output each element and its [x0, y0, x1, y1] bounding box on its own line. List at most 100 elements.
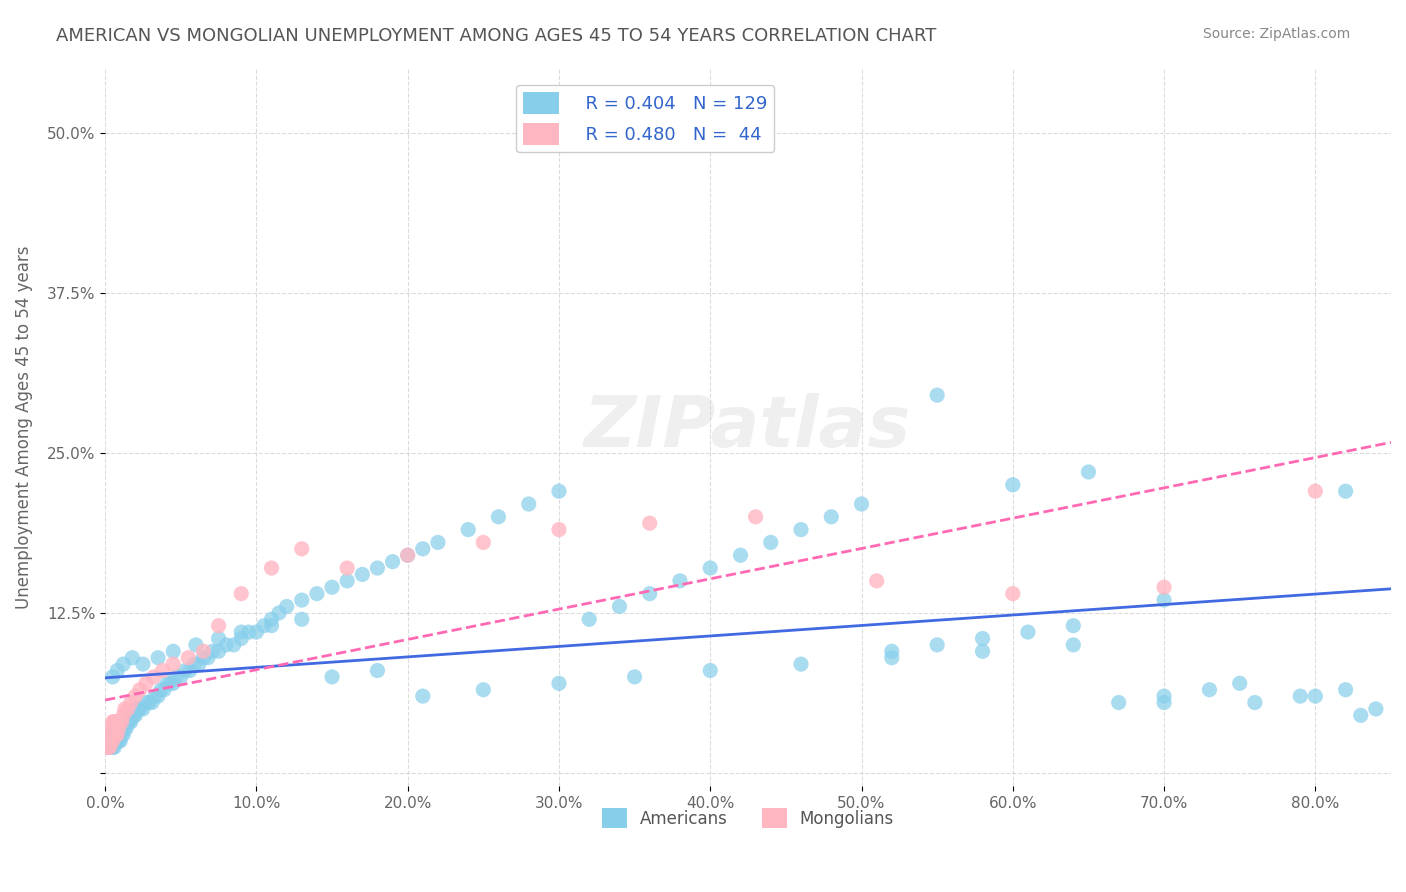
- Americans: [104, 721, 127, 735]
- Americans: [122, 708, 145, 723]
- Americans: [107, 734, 129, 748]
- Mongolians: [231, 587, 253, 601]
- Americans: [98, 740, 121, 755]
- Americans: [1334, 682, 1357, 697]
- Mongolians: [117, 702, 139, 716]
- Americans: [623, 670, 645, 684]
- Mongolians: [260, 561, 283, 575]
- Mongolians: [105, 727, 128, 741]
- Americans: [112, 727, 135, 741]
- Americans: [972, 632, 994, 646]
- Y-axis label: Unemployment Among Ages 45 to 54 years: Unemployment Among Ages 45 to 54 years: [15, 245, 32, 609]
- Americans: [381, 555, 404, 569]
- Americans: [851, 497, 873, 511]
- Mongolians: [98, 727, 121, 741]
- Mongolians: [100, 734, 122, 748]
- Mongolians: [114, 702, 136, 716]
- Americans: [146, 650, 169, 665]
- Americans: [187, 657, 209, 672]
- Mongolians: [744, 509, 766, 524]
- Americans: [120, 714, 142, 729]
- Americans: [730, 548, 752, 562]
- Americans: [96, 740, 118, 755]
- Mongolians: [152, 664, 174, 678]
- Mongolians: [97, 740, 120, 755]
- Americans: [207, 644, 229, 658]
- Americans: [101, 727, 124, 741]
- Americans: [396, 548, 419, 562]
- Americans: [153, 682, 176, 697]
- Americans: [207, 632, 229, 646]
- Americans: [412, 689, 434, 703]
- Americans: [366, 561, 388, 575]
- Americans: [215, 638, 238, 652]
- Americans: [1289, 689, 1312, 703]
- Americans: [245, 625, 267, 640]
- Mongolians: [177, 650, 200, 665]
- Americans: [103, 727, 125, 741]
- Mongolians: [111, 714, 134, 729]
- Americans: [1305, 689, 1327, 703]
- Mongolians: [101, 734, 124, 748]
- Americans: [699, 664, 721, 678]
- Text: Source: ZipAtlas.com: Source: ZipAtlas.com: [1202, 27, 1350, 41]
- Americans: [321, 580, 343, 594]
- Americans: [472, 682, 495, 697]
- Americans: [197, 650, 219, 665]
- Americans: [101, 670, 124, 684]
- Mongolians: [120, 696, 142, 710]
- Americans: [121, 650, 143, 665]
- Mongolians: [207, 618, 229, 632]
- Americans: [927, 638, 949, 652]
- Americans: [110, 734, 132, 748]
- Americans: [1198, 682, 1220, 697]
- Mongolians: [548, 523, 571, 537]
- Americans: [124, 708, 146, 723]
- Americans: [880, 650, 903, 665]
- Americans: [1350, 708, 1372, 723]
- Americans: [1077, 465, 1099, 479]
- Americans: [260, 612, 283, 626]
- Americans: [117, 714, 139, 729]
- Mongolians: [866, 574, 889, 588]
- Mongolians: [1001, 587, 1024, 601]
- Legend: Americans, Mongolians: Americans, Mongolians: [595, 801, 901, 835]
- Americans: [880, 644, 903, 658]
- Americans: [127, 702, 149, 716]
- Americans: [276, 599, 298, 614]
- Americans: [1153, 696, 1175, 710]
- Americans: [179, 664, 201, 678]
- Americans: [105, 664, 128, 678]
- Americans: [609, 599, 631, 614]
- Americans: [1108, 696, 1130, 710]
- Americans: [129, 702, 152, 716]
- Mongolians: [104, 714, 127, 729]
- Mongolians: [98, 740, 121, 755]
- Mongolians: [97, 727, 120, 741]
- Americans: [162, 676, 184, 690]
- Americans: [100, 740, 122, 755]
- Mongolians: [103, 727, 125, 741]
- Mongolians: [100, 721, 122, 735]
- Mongolians: [135, 676, 157, 690]
- Americans: [759, 535, 782, 549]
- Americans: [253, 618, 276, 632]
- Mongolians: [1153, 580, 1175, 594]
- Americans: [291, 593, 314, 607]
- Americans: [1334, 484, 1357, 499]
- Americans: [669, 574, 692, 588]
- Mongolians: [105, 714, 128, 729]
- Americans: [114, 721, 136, 735]
- Americans: [146, 689, 169, 703]
- Americans: [132, 657, 155, 672]
- Americans: [1229, 676, 1251, 690]
- Americans: [1153, 593, 1175, 607]
- Americans: [110, 714, 132, 729]
- Americans: [426, 535, 449, 549]
- Mongolians: [96, 740, 118, 755]
- Americans: [548, 484, 571, 499]
- Americans: [162, 644, 184, 658]
- Americans: [790, 523, 813, 537]
- Mongolians: [472, 535, 495, 549]
- Americans: [457, 523, 479, 537]
